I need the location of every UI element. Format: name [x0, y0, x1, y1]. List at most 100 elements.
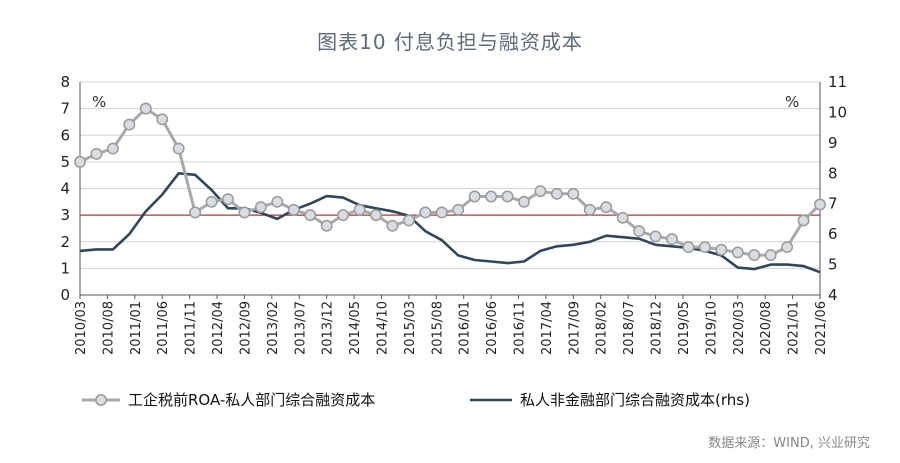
series-roa-point	[106, 142, 119, 155]
x-tick-label: 2015/08	[430, 301, 445, 355]
x-tick-label: 2012/04	[211, 301, 226, 355]
source-note: 数据来源：WIND, 兴业研究	[708, 436, 870, 451]
right-tick-label: 11	[828, 73, 847, 91]
series-roa-point	[485, 190, 498, 203]
series-roa-point	[797, 214, 810, 227]
series-roa-point	[353, 203, 366, 216]
left-axis-unit: %	[92, 93, 106, 111]
right-axis-ticks: 4 5 6 7 8 9 10 11	[828, 73, 847, 304]
series-roa-line	[79, 107, 822, 257]
series-roa-point	[287, 203, 300, 216]
series-roa-point	[222, 193, 234, 206]
left-tick-label: 8	[60, 73, 70, 91]
left-tick-label: 1	[60, 259, 70, 277]
series-roa-point	[452, 203, 465, 216]
x-tick-label: 2016/06	[485, 301, 500, 355]
x-tick-label: 2019/10	[704, 301, 719, 355]
x-tick-label: 2020/03	[732, 301, 747, 355]
series-roa-point	[534, 185, 547, 198]
series-roa-point	[139, 102, 152, 115]
x-tick-label: 2015/03	[403, 301, 418, 355]
x-tick-label: 2012/09	[238, 301, 253, 355]
series-roa-point	[238, 206, 251, 219]
legend-roa-marker	[95, 394, 107, 406]
right-tick-label: 5	[828, 256, 838, 274]
series-roa-point	[649, 230, 662, 243]
series-roa-point	[550, 187, 563, 200]
right-tick-label: 8	[828, 164, 838, 182]
series-roa-point	[90, 147, 103, 160]
right-tick-label: 7	[828, 195, 838, 213]
series-roa-point	[386, 219, 399, 232]
x-tick-label: 2018/12	[650, 301, 665, 355]
series-roa-point	[518, 195, 530, 208]
right-tick-label: 9	[828, 134, 838, 152]
right-tick-label: 10	[828, 103, 847, 121]
x-tick-label: 2017/04	[540, 301, 555, 355]
right-tick-label: 6	[828, 225, 838, 243]
series-roa-point	[633, 225, 646, 238]
left-tick-label: 4	[60, 180, 70, 198]
left-tick-label: 7	[60, 100, 70, 118]
series-roa-point	[370, 209, 382, 222]
x-tick-label: 2010/03	[74, 301, 89, 355]
left-tick-label: 2	[60, 233, 70, 251]
axes	[79, 82, 821, 296]
series-roa-point	[337, 209, 350, 222]
series-roa-point	[781, 241, 794, 254]
series-roa-point	[583, 203, 596, 216]
series-financing-cost-line	[79, 172, 821, 274]
legend: 工企税前ROA-私人部门综合融资成本 私人非金融部门综合融资成本(rhs)	[82, 391, 750, 409]
left-tick-label: 0	[60, 286, 70, 304]
series-roa-point	[402, 214, 415, 227]
series-roa-point	[435, 206, 448, 219]
series-roa-point	[715, 243, 728, 256]
series-roa-point	[271, 195, 284, 208]
series-roa-point	[567, 187, 580, 200]
series-layer	[74, 102, 826, 274]
x-tick-label: 2021/01	[787, 301, 802, 355]
x-tick-label: 2011/01	[129, 301, 144, 355]
x-tick-label: 2014/10	[375, 301, 390, 355]
left-axis-ticks: 0 1 2 3 4 5 6 7 8	[60, 73, 70, 304]
series-roa-point	[698, 241, 711, 254]
legend-roa-label: 工企税前ROA-私人部门综合融资成本	[128, 391, 375, 409]
series-roa-point	[74, 155, 86, 168]
x-tick-label: 2017/09	[567, 301, 582, 355]
series-roa-point	[600, 201, 613, 214]
chart-title: 图表10 付息负担与融资成本	[317, 30, 583, 54]
series-roa-point	[682, 241, 695, 254]
x-tick-label: 2013/12	[321, 301, 336, 355]
x-tick-label: 2011/06	[156, 301, 171, 355]
series-roa-point	[616, 211, 629, 224]
series-roa-point	[748, 249, 761, 262]
x-tick-label: 2011/11	[184, 301, 199, 355]
series-roa-point	[666, 233, 678, 246]
x-tick-label: 2010/08	[101, 301, 116, 355]
x-tick-label: 2019/05	[677, 301, 692, 355]
gridlines	[80, 81, 820, 296]
x-tick-label: 2018/02	[595, 301, 610, 355]
right-tick-label: 4	[828, 286, 838, 304]
left-tick-label: 6	[60, 126, 70, 144]
x-tick-label: 2014/05	[348, 301, 363, 355]
series-roa-point	[419, 206, 432, 219]
x-axis-ticks: 2010/03 2010/08 2011/01 2011/06 2011/11 2012/…	[74, 295, 829, 355]
x-tick-label: 2013/07	[293, 301, 308, 355]
x-tick-label: 2016/01	[458, 301, 473, 355]
series-roa-point	[123, 118, 136, 131]
left-tick-label: 3	[60, 206, 70, 224]
series-roa-point	[304, 209, 317, 222]
series-roa-point	[189, 206, 202, 219]
x-tick-label: 2016/11	[513, 301, 528, 355]
series-roa-point	[731, 246, 744, 259]
right-axis-unit: %	[785, 93, 799, 111]
left-tick-label: 5	[60, 153, 70, 171]
legend-financing-cost-label: 私人非金融部门综合融资成本(rhs)	[520, 391, 750, 409]
x-tick-label: 2020/08	[759, 301, 774, 355]
series-roa-point	[320, 219, 333, 232]
series-roa-point	[205, 195, 218, 208]
series-roa-point	[501, 190, 514, 203]
x-tick-label: 2013/02	[266, 301, 281, 355]
